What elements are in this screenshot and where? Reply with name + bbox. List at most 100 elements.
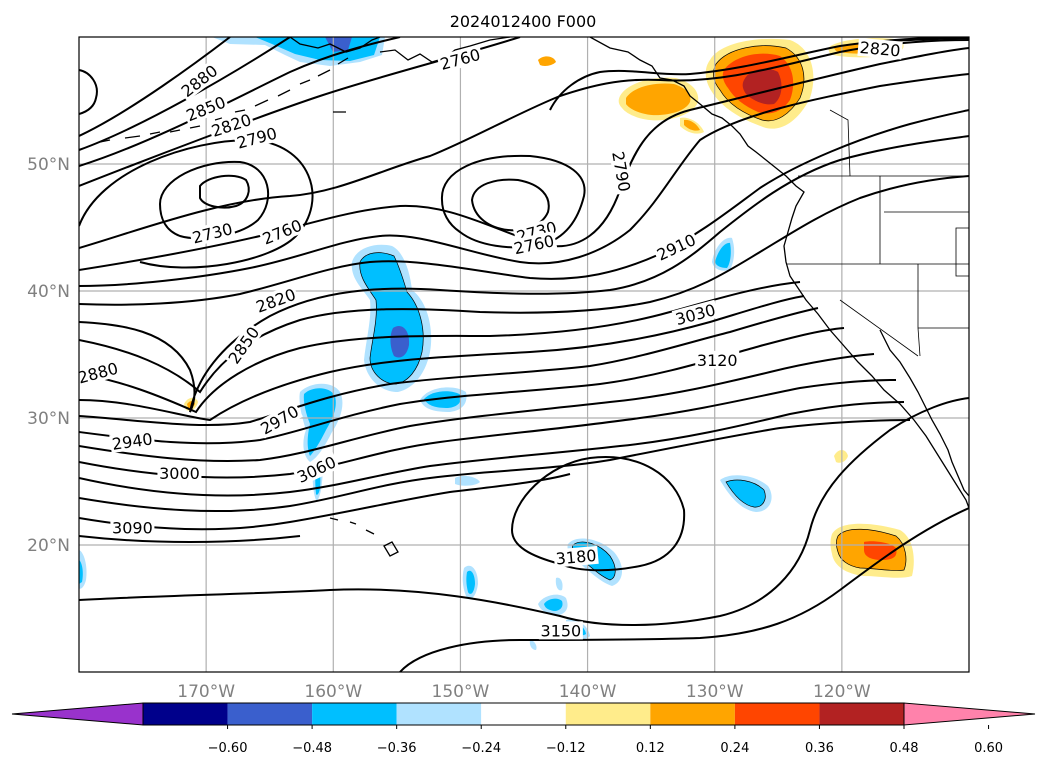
colorbar-tick-label: −0.12 [546,741,586,756]
contour-label-mask [251,284,300,317]
anomaly-fill-layer [79,37,914,650]
contour-label: 2820 [857,37,903,60]
lat-tick-label: 40°N [27,282,70,302]
contour-3060 [79,327,845,445]
lon-tick-label: 120°W [813,682,871,702]
contour-3150-lower [399,507,969,672]
colorbar-swatch [650,703,735,725]
anomaly-region-small-warm-2 [538,56,556,66]
colorbar-tick-label: −0.60 [208,741,248,756]
contour-2700-a [199,174,250,209]
colorbar-tick-label: 0.48 [890,741,919,756]
contour-label: 3120 [695,350,740,370]
colorbar: −0.60 −0.48 −0.36 −0.24 −0.12 0.12 0.24 0.36 0.4… [11,702,1036,756]
contour-3030 [79,307,819,427]
colorbar-tick-label: 0.60 [974,741,1003,756]
colorbar-frame [142,702,905,726]
anomaly-region-s2-blue-core [544,598,563,611]
contour-3150 [79,401,905,497]
contour-2850-upper [79,37,291,151]
contour-2880-mid [79,109,969,306]
contour-2820-upper [79,37,401,167]
contour-label-text: 3180 [555,546,597,568]
anomaly-region-ne-blue-core [715,242,731,268]
map-frame [78,36,970,673]
colorbar-tick-label: 0.36 [805,741,834,756]
contour-2940 [79,175,969,394]
contour-label-mask [110,518,155,537]
contour-label: 3180 [553,545,599,568]
anomaly-region-se-blue-core [726,480,766,508]
contour-label-mask [553,545,599,568]
colorbar-swatch [227,703,313,725]
colorbar-tick-label: −0.48 [292,741,332,756]
anomaly-region-tiny2-blue [529,640,537,650]
colorbar-swatch [565,703,651,725]
anomaly-region-gulf-alaska-warm [618,77,704,134]
contour-label-mask [292,451,341,487]
colorbar-swatch [819,703,904,725]
coastline-baja [879,329,969,497]
lon-tick-label: 160°W [304,682,362,702]
colorbar-swatch [312,703,397,725]
coastline-hawaii [329,517,399,557]
colorbar-swatch [734,703,820,725]
lat-tick-label: 20°N [27,536,70,556]
contour-label-mask [538,621,583,640]
contour-label-mask [233,123,281,153]
contour-3000 [79,295,805,422]
contour-2850-mid [79,73,969,287]
contour-2760-b [440,154,586,249]
contour-label: 3150 [538,621,583,640]
contour-label-mask [436,44,484,74]
contour-label-mask [258,215,306,249]
contour-2910 [79,135,969,413]
contour-label: 2940 [109,429,156,454]
contour-label-mask [188,218,236,247]
axis-label-layer: 170°W 160°W 150°W 140°W 130°W 120°W 20°N 30°N 40… [27,155,871,702]
contour-label-text: 2820 [859,38,901,60]
contour-label-mask [695,350,740,369]
contour-label-mask [671,299,719,329]
anomaly-region-small-blue [455,475,480,486]
anomaly-region-mid-blue-core [424,391,462,408]
anomaly-region-west-blue-core [79,560,83,584]
contour-label-mask [181,91,230,126]
contour-label-mask [79,358,122,387]
contour-label-mask [223,321,264,369]
contour-label-text: 3090 [112,518,153,537]
colorbar-swatch [481,703,566,725]
lon-tick-label: 140°W [559,682,617,702]
colorbar-tick-label: −0.36 [377,741,417,756]
anomaly-region-tiny-blue [555,577,563,591]
contour-2790-east [79,39,969,249]
contour-label-text: 3150 [541,621,582,640]
lon-tick-label: 150°W [432,682,490,702]
colorbar-extend-low [11,702,144,726]
lat-tick-label: 50°N [27,155,70,175]
contour-label-mask [652,229,700,265]
contour-label: 3000 [157,463,202,483]
colorbar-tick-label: 0.12 [636,741,665,756]
coastline-layer [99,37,969,557]
colorbar-swatch [143,703,228,725]
colorbar-tick-label: 0.24 [720,741,749,756]
anomaly-region-nw-blue [212,37,385,66]
contour-2820-mid [79,47,969,271]
anomaly-region-sw-blue-core [466,570,475,594]
colorbar-extend-high [903,702,1036,726]
contour-2880-upper [79,37,231,137]
contour-3180-b [79,473,571,531]
contour-2880-north [79,69,98,115]
contour-label-mask [608,148,635,195]
contour-label-mask [255,400,303,439]
map-title: 2024012400 F000 [450,12,597,31]
contour-2760-a [79,138,314,269]
contour-3120 [79,379,897,479]
anomaly-region-small-warm-3 [834,450,848,463]
anomaly-region-central-blue [351,244,432,392]
contour-label-text: 3000 [159,464,200,483]
lon-tick-label: 130°W [686,682,744,702]
